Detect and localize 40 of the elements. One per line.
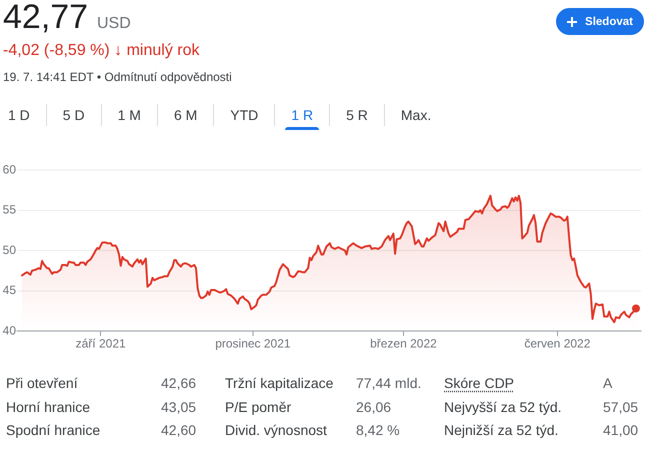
chart-subtitle: -4,02 (-8,59 %) ↓ minulý rok xyxy=(3,42,200,58)
y-tick-label: 40 xyxy=(2,323,16,338)
range-tab[interactable]: 5 R xyxy=(329,104,384,126)
text: Při otevření xyxy=(6,375,78,391)
text: Nejnižší za 52 týd. xyxy=(444,422,558,438)
text: Horní hranice xyxy=(6,398,90,414)
text: 8,42 % xyxy=(356,422,400,438)
text: 26,06 xyxy=(356,398,392,414)
y-tick-label: 60 xyxy=(2,162,16,176)
range-tab[interactable]: 5 D xyxy=(46,104,101,126)
x-tick-label: březen 2022 xyxy=(370,336,438,351)
range-tab[interactable]: YTD xyxy=(213,104,274,126)
text: 41,00 xyxy=(603,422,638,438)
x-tick-label: červen 2022 xyxy=(524,336,591,351)
text: 77,44 mld. xyxy=(356,375,422,391)
text: USD xyxy=(97,14,131,32)
range-tab[interactable]: 1 M xyxy=(100,104,157,126)
text: Skóre CDP xyxy=(444,375,514,391)
y-tick-label: 50 xyxy=(2,242,16,257)
x-tick-label: září 2021 xyxy=(76,336,126,351)
y-tick-label: 55 xyxy=(2,202,16,217)
range-tab[interactable]: 6 M xyxy=(156,104,214,126)
text: 42,60 xyxy=(161,422,196,438)
text: 57,05 xyxy=(603,398,638,414)
chart-title: 42,77 xyxy=(3,0,88,36)
text: A xyxy=(603,375,612,391)
range-tab[interactable]: Max. xyxy=(384,104,448,126)
text: Nejvyšší za 52 týd. xyxy=(444,398,562,414)
text: 19. 7. 14:41 EDT • Odmítnutí odpovědnosti xyxy=(3,70,232,84)
text: Divid. výnosnost xyxy=(225,422,327,438)
range-tab[interactable]: 1 D xyxy=(0,104,46,126)
x-tick-label: prosinec 2021 xyxy=(215,336,291,351)
y-tick-label: 45 xyxy=(2,283,16,298)
follow-button[interactable]: Sledovat xyxy=(556,8,644,35)
range-tab[interactable]: 1 R xyxy=(274,104,330,126)
text: 43,05 xyxy=(161,398,196,414)
text: 42,66 xyxy=(161,375,196,391)
text: Tržní kapitalizace xyxy=(225,375,334,391)
text: Spodní hranice xyxy=(6,422,100,438)
text: P/E poměr xyxy=(225,398,292,414)
